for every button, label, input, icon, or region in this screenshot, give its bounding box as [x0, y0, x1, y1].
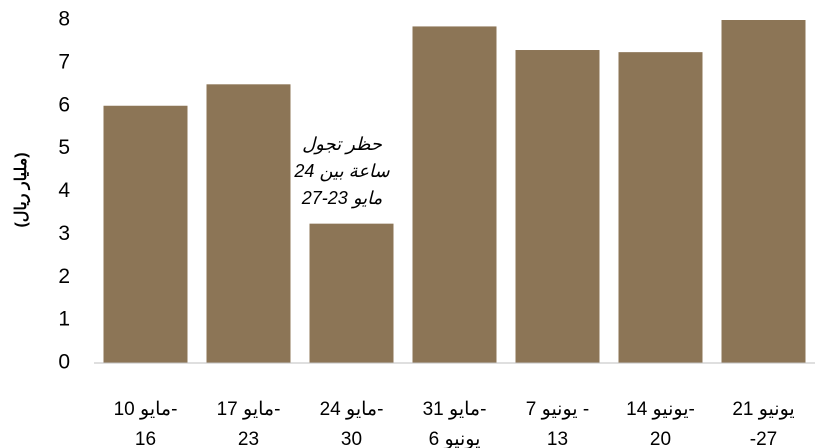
y-tick-label: 5 [58, 136, 70, 159]
x-tick-label: يونيو 6 [429, 429, 481, 448]
bar [618, 52, 703, 363]
x-tick-label: 13 [547, 429, 568, 448]
x-tick-label: 20 [650, 429, 671, 448]
y-tick-label: 0 [58, 351, 70, 374]
y-tick-label: 7 [58, 50, 70, 73]
x-tick-label: مايو 24- [320, 399, 384, 420]
bar [103, 105, 188, 363]
x-tick-label: يونيو 7 - [526, 399, 589, 420]
annotation: مايو 23-27 [301, 188, 383, 209]
x-tick-label: مايو 17- [217, 399, 281, 420]
bar [515, 50, 600, 363]
bar [206, 84, 291, 363]
y-tick-label: 3 [58, 222, 70, 245]
bar [309, 223, 394, 363]
y-tick-label: 8 [58, 8, 70, 31]
x-tick-label: 30 [341, 429, 362, 448]
x-tick-label: -27 [750, 429, 777, 448]
y-tick-label: 2 [58, 265, 70, 288]
x-tick-label: مايو 10- [114, 399, 178, 420]
x-tick-label: 23 [238, 429, 259, 448]
y-tick-label: 4 [58, 179, 70, 202]
bar [412, 26, 497, 364]
annotation: 24 ساعة بين [293, 161, 390, 182]
y-tick-label: 1 [58, 308, 70, 331]
y-axis-label: (مليار ريال) [13, 152, 31, 227]
y-tick-label: 6 [58, 93, 70, 116]
bar [721, 20, 806, 363]
x-tick-label: يونيو 14- [626, 399, 695, 420]
x-tick-label: 16 [135, 429, 156, 448]
annotation: حظر تجول [302, 134, 383, 155]
x-tick-label: يونيو 21 [732, 399, 794, 420]
x-tick-label: مايو 31- [423, 399, 487, 420]
